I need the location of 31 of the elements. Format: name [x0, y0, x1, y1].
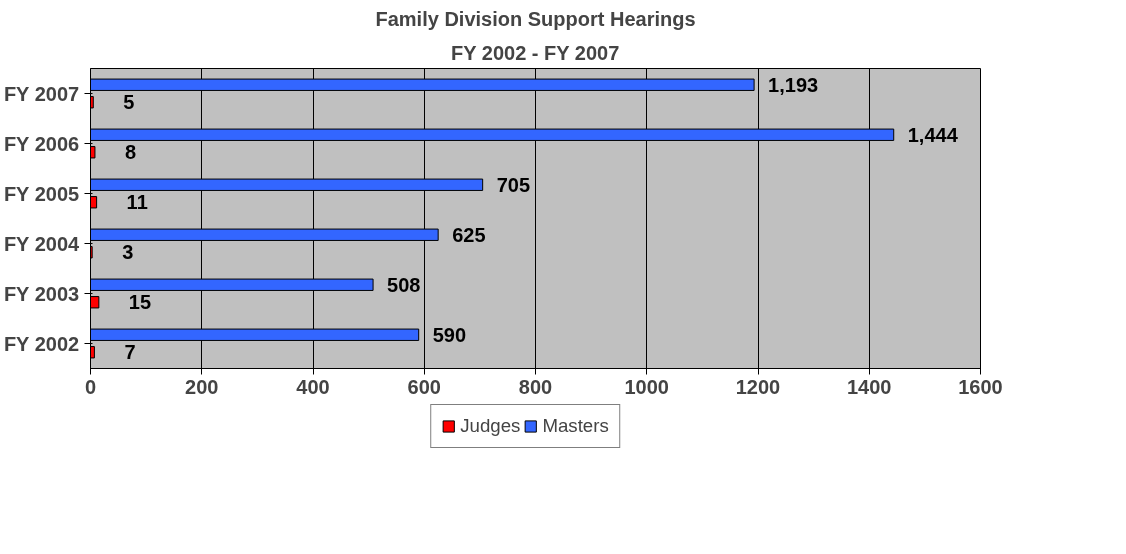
data-label: 8 — [124, 141, 137, 164]
data-label: 7 — [124, 341, 136, 364]
chart-subtitle: FY 2002 - FY 2007 — [451, 41, 620, 64]
data-label: 1,193 — [768, 73, 819, 96]
legend-label: Judges — [460, 415, 521, 437]
data-label: 1,444 — [907, 123, 959, 146]
y-tick-label: FY 2006 — [3, 132, 80, 155]
x-tick-label: 0 — [84, 375, 97, 398]
x-tick-label: 800 — [518, 375, 553, 398]
y-tick-label: FY 2002 — [3, 332, 80, 355]
x-tick-label: 600 — [407, 375, 441, 398]
chart-title: Family Division Support Hearings — [375, 7, 696, 30]
data-label: 3 — [122, 241, 134, 264]
data-label: 705 — [496, 173, 531, 196]
data-label: 15 — [128, 291, 152, 314]
data-label: 625 — [452, 223, 486, 246]
y-tick-label: FY 2005 — [3, 182, 80, 205]
x-tick-label: 400 — [296, 375, 330, 398]
data-label: 590 — [432, 323, 467, 346]
x-tick-label: 1600 — [958, 375, 1003, 398]
y-tick-label: FY 2004 — [3, 232, 81, 255]
y-tick-label: FY 2003 — [3, 282, 80, 305]
x-tick-label: 200 — [185, 375, 219, 398]
y-tick-label: FY 2007 — [3, 82, 80, 105]
data-label: 508 — [387, 273, 421, 296]
x-tick-label: 1400 — [847, 375, 892, 398]
x-tick-label: 1200 — [735, 375, 781, 398]
x-tick-label: 1000 — [624, 375, 669, 398]
data-label: 5 — [123, 91, 135, 114]
data-label: 11 — [126, 191, 148, 214]
legend-label: Masters — [542, 415, 609, 437]
